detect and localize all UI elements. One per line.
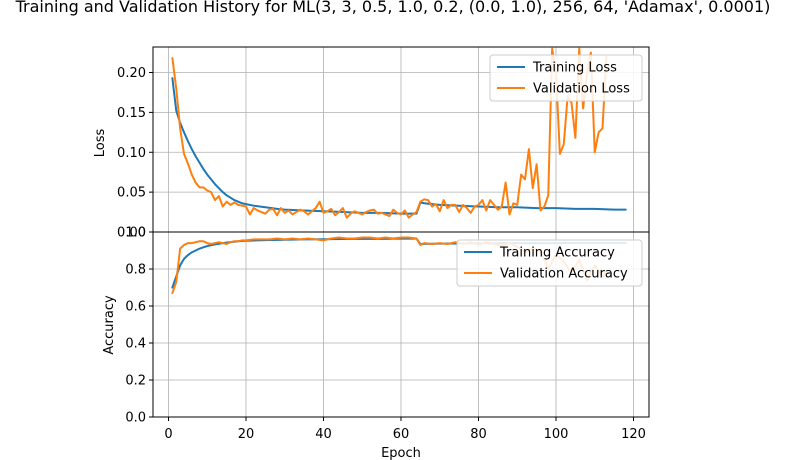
accuracy-y-tick-label: 1.0 xyxy=(125,226,146,241)
accuracy-legend-label: Validation Accuracy xyxy=(500,267,628,282)
loss-y-tick-label: 0.00 xyxy=(117,226,146,241)
loss-series-validation xyxy=(171,47,608,219)
loss-legend-label: Training Loss xyxy=(532,61,617,76)
loss-y-tick-label: 0.05 xyxy=(117,186,146,201)
accuracy-x-tick-label: 0 xyxy=(164,427,172,442)
accuracy-x-tick-label: 40 xyxy=(315,427,332,442)
loss-y-axis-label: Loss xyxy=(93,129,108,158)
loss-y-tick-label: 0.15 xyxy=(117,106,146,121)
accuracy-y-tick-label: 0.2 xyxy=(125,374,146,389)
x-axis-label: Epoch xyxy=(381,446,421,460)
loss-y-tick-label: 0.20 xyxy=(117,66,146,81)
accuracy-legend-box xyxy=(456,239,643,287)
accuracy-legend-label: Training Accuracy xyxy=(499,246,615,261)
loss-axes: 0.00 0.05 0.10 0.15 0.20 Training Loss Validat… xyxy=(117,46,650,241)
accuracy-legend: Training Accuracy Validation Accuracy xyxy=(456,239,643,287)
accuracy-x-tick-label: 100 xyxy=(544,427,569,442)
accuracy-x-tick-label: 80 xyxy=(470,427,487,442)
loss-legend-box xyxy=(489,54,643,102)
accuracy-axes: 0.0 0.2 0.4 0.6 0.8 1.0 0 20 40 60 80 100 120 Trainin… xyxy=(125,226,650,442)
accuracy-y-tick-label: 0.0 xyxy=(125,411,146,426)
accuracy-y-tick-label: 0.4 xyxy=(125,337,146,352)
accuracy-y-axis-label: Accuracy xyxy=(102,295,117,355)
accuracy-y-tick-label: 0.6 xyxy=(125,300,146,315)
accuracy-x-tick-label: 120 xyxy=(621,427,646,442)
loss-y-tick-label: 0.10 xyxy=(117,146,146,161)
loss-legend-label: Validation Loss xyxy=(533,82,630,97)
accuracy-x-tick-label: 20 xyxy=(238,427,255,442)
accuracy-y-tick-label: 0.8 xyxy=(125,263,146,278)
chart-title: Training and Validation History for ML(3… xyxy=(15,0,771,16)
loss-legend: Training Loss Validation Loss xyxy=(489,54,643,102)
accuracy-x-tick-label: 60 xyxy=(393,427,410,442)
